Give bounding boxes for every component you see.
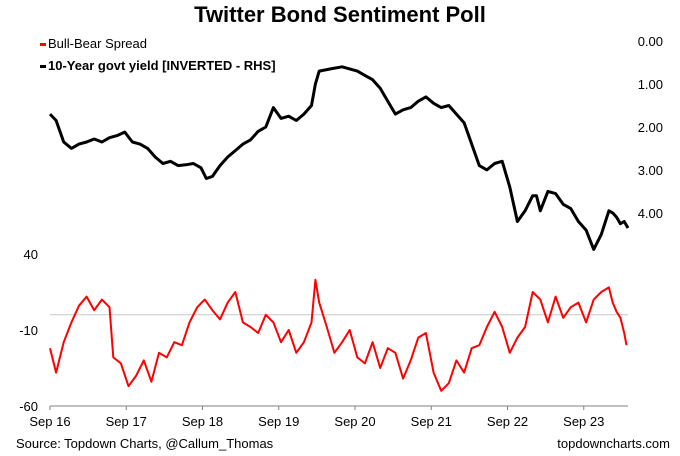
- right-axis-ticks: 0.00 1.00 2.00 3.00 4.00: [638, 34, 663, 221]
- x-tick-label: Sep 23: [563, 414, 604, 429]
- legend-swatch-spread: [40, 43, 46, 47]
- legend: Bull-Bear Spread 10-Year govt yield [INV…: [40, 33, 276, 77]
- left-tick-label: -60: [19, 399, 38, 414]
- x-tick-label: Sep 22: [487, 414, 528, 429]
- series-line-bull-bear-spread: [49, 278, 628, 392]
- right-tick-label: 0.00: [638, 34, 663, 49]
- legend-item-spread: Bull-Bear Spread: [40, 33, 276, 55]
- left-axis-ticks: 40 -10 -60: [19, 247, 38, 414]
- series-group: [48, 65, 630, 392]
- legend-item-yield: 10-Year govt yield [INVERTED - RHS]: [40, 55, 276, 77]
- legend-label-spread: Bull-Bear Spread: [48, 36, 147, 51]
- x-tick-label: Sep 18: [182, 414, 223, 429]
- x-axis-ticks: Sep 16 Sep 17 Sep 18 Sep 19 Sep 20 Sep 21 Sep …: [29, 406, 604, 429]
- site-credit: topdowncharts.com: [557, 436, 670, 451]
- x-tick-label: Sep 17: [106, 414, 147, 429]
- legend-swatch-yield: [40, 65, 46, 69]
- chart-title: Twitter Bond Sentiment Poll: [194, 2, 486, 27]
- left-tick-label: 40: [24, 247, 38, 262]
- right-tick-label: 4.00: [638, 206, 663, 221]
- legend-label-yield: 10-Year govt yield [INVERTED - RHS]: [48, 58, 276, 73]
- x-tick-label: Sep 19: [258, 414, 299, 429]
- x-tick-label: Sep 16: [29, 414, 70, 429]
- x-tick-label: Sep 20: [334, 414, 375, 429]
- right-tick-label: 2.00: [638, 120, 663, 135]
- right-tick-label: 3.00: [638, 163, 663, 178]
- right-tick-label: 1.00: [638, 77, 663, 92]
- left-tick-label: -10: [19, 323, 38, 338]
- series-line-10y-yield: [48, 65, 630, 251]
- x-tick-label: Sep 21: [411, 414, 452, 429]
- source-note: Source: Topdown Charts, @Callum_Thomas: [16, 436, 274, 451]
